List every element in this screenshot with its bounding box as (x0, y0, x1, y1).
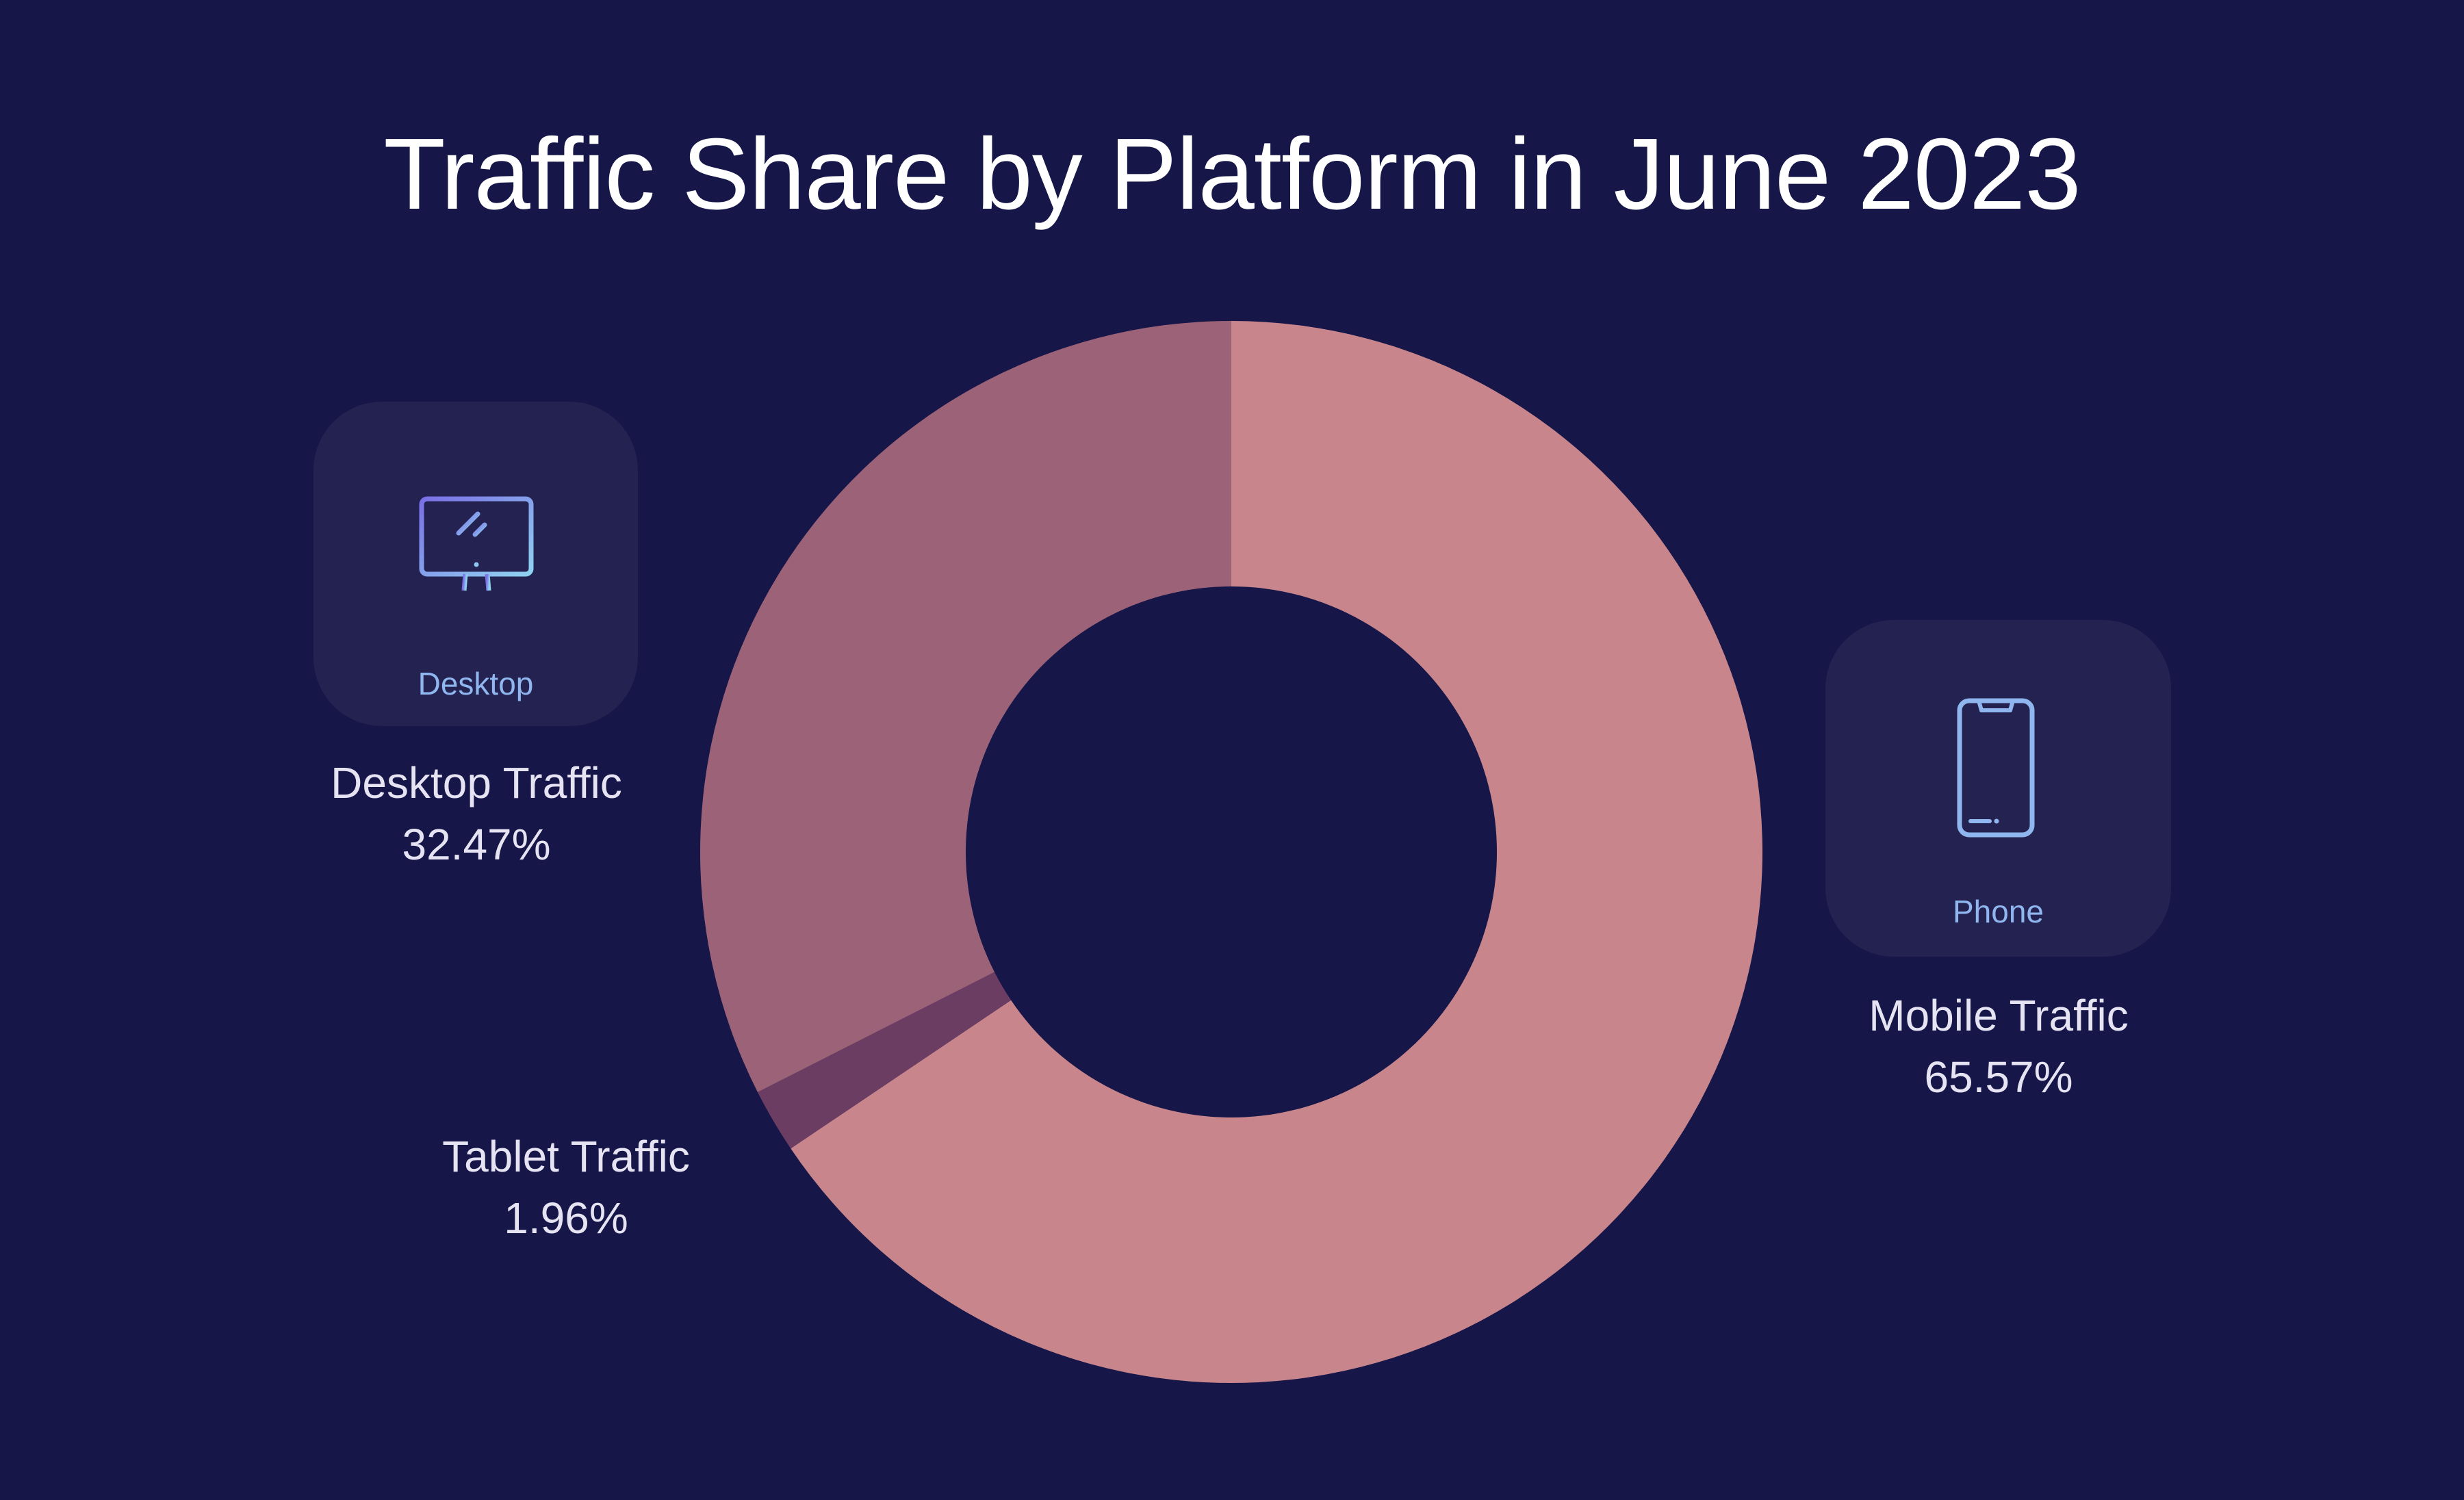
slice-mobile-traffic (791, 321, 1762, 1383)
phone-card: Phone (1825, 620, 2171, 957)
slice-desktop-traffic (700, 321, 1231, 1092)
desktop-card: Desktop (313, 402, 638, 726)
tablet-traffic-label: Tablet Traffic 1.96% (395, 1126, 737, 1249)
mobile-traffic-value: 65.57% (1924, 1052, 2073, 1102)
tablet-traffic-value: 1.96% (504, 1193, 628, 1243)
tablet-traffic-name: Tablet Traffic (442, 1132, 690, 1181)
desktop-traffic-label: Desktop Traffic 32.47% (305, 752, 647, 875)
chart-title: Traffic Share by Platform in June 2023 (383, 118, 2081, 231)
smartphone-icon (1957, 698, 2035, 838)
mobile-traffic-label: Mobile Traffic 65.57% (1827, 985, 2170, 1108)
phone-card-label: Phone (1952, 894, 2044, 929)
slice-tablet-traffic (757, 972, 1012, 1149)
desktop-monitor-icon (419, 496, 534, 596)
desktop-traffic-value: 32.47% (402, 820, 551, 869)
desktop-card-label: Desktop (418, 666, 534, 701)
desktop-traffic-name: Desktop Traffic (331, 758, 622, 807)
mobile-traffic-name: Mobile Traffic (1869, 991, 2129, 1040)
